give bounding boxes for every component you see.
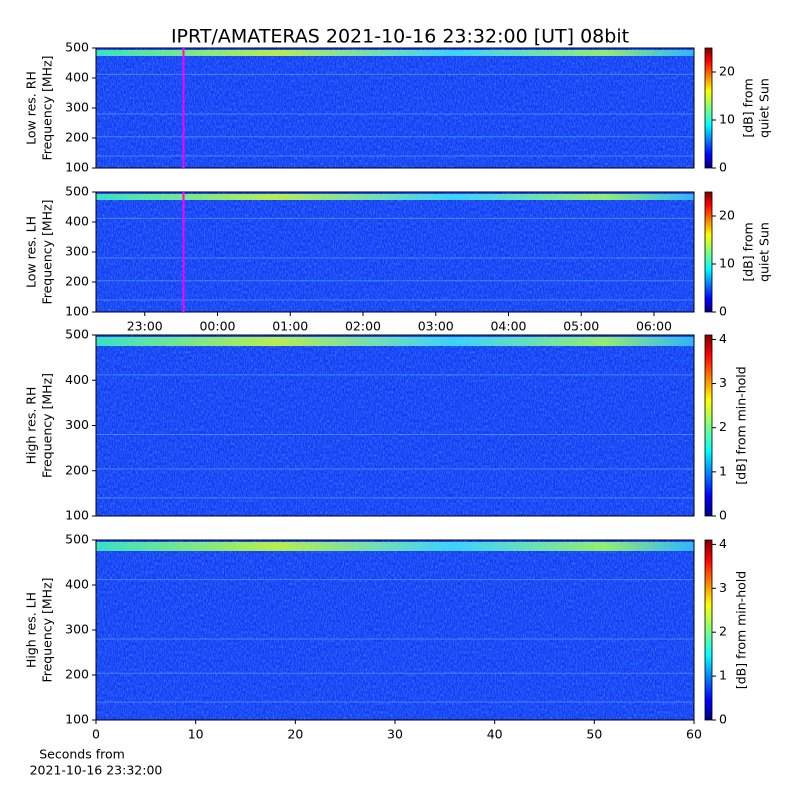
x-axis-label: 2021-10-16 23:32:00: [30, 763, 163, 778]
y-axis-label: Low res. LH: [24, 216, 39, 288]
x-tick-label: 40: [487, 727, 503, 742]
colorbar: [704, 47, 713, 169]
colorbar-tick-label: 0: [719, 712, 727, 727]
y-tick-label: 200: [65, 130, 89, 145]
y-tick-label: 200: [65, 667, 89, 682]
y-tick-label: 400: [65, 214, 89, 229]
x-tick-label: 10: [188, 727, 204, 742]
spectrogram-noise: [96, 335, 694, 516]
x-axis-label: Seconds from: [39, 747, 125, 762]
y-tick-label: 500: [65, 184, 89, 199]
x-tick-label: 02:00: [345, 319, 381, 334]
y-axis-label: Frequency [MHz]: [40, 373, 55, 478]
colorbar-label: quiet Sun: [757, 222, 772, 282]
y-tick-label: 200: [65, 462, 89, 477]
y-axis-label: High res. LH: [24, 592, 39, 668]
y-tick-label: 300: [65, 417, 89, 432]
y-tick-label: 100: [65, 508, 89, 523]
colorbar-tick-label: 1: [719, 463, 727, 478]
x-tick-label: 06:00: [636, 319, 672, 334]
y-tick-label: 300: [65, 244, 89, 259]
colorbar-label: [dB] from: [741, 78, 756, 137]
colorbar-tick-label: 10: [719, 256, 735, 271]
colorbar-tick-label: 2: [719, 419, 727, 434]
colorbar: [704, 539, 713, 721]
spectrogram-band: [96, 337, 694, 347]
x-tick-label: 23:00: [127, 319, 163, 334]
x-tick-label: 04:00: [490, 319, 526, 334]
colorbar-label: quiet Sun: [757, 78, 772, 138]
colorbar-label: [dB] from min-hold: [734, 366, 749, 484]
y-tick-label: 200: [65, 274, 89, 289]
colorbar-tick-label: 10: [719, 112, 735, 127]
colorbar-tick-label: 2: [719, 624, 727, 639]
y-tick-label: 300: [65, 100, 89, 115]
y-axis-label: Low res. RH: [24, 71, 39, 145]
x-tick-label: 00:00: [199, 319, 235, 334]
y-tick-label: 100: [65, 304, 89, 319]
spectrogram-band: [96, 50, 694, 56]
colorbar-tick-label: 4: [719, 331, 727, 346]
colorbar-tick-label: 3: [719, 580, 727, 595]
spectrogram-band: [96, 542, 694, 551]
y-tick-label: 400: [65, 577, 89, 592]
x-tick-label: 20: [287, 727, 303, 742]
x-tick-label: 30: [387, 727, 403, 742]
colorbar: [704, 191, 713, 313]
y-tick-label: 400: [65, 372, 89, 387]
y-tick-label: 400: [65, 70, 89, 85]
colorbar-tick-label: 4: [719, 536, 727, 551]
chart-title: IPRT/AMATERAS 2021-10-16 23:32:00 [UT] 0…: [171, 26, 629, 48]
colorbar-label: [dB] from: [741, 222, 756, 281]
y-tick-label: 500: [65, 532, 89, 547]
x-tick-label: 01:00: [272, 319, 308, 334]
y-tick-label: 100: [65, 712, 89, 727]
y-axis-label: Frequency [MHz]: [40, 199, 55, 304]
y-axis-label: High res. RH: [24, 387, 39, 465]
colorbar-tick-label: 20: [719, 64, 735, 79]
y-tick-label: 500: [65, 327, 89, 342]
x-tick-label: 50: [586, 727, 602, 742]
spectrogram-noise: [96, 48, 694, 168]
colorbar-tick-label: 3: [719, 375, 727, 390]
y-tick-label: 100: [65, 160, 89, 175]
x-tick-label: 05:00: [563, 319, 599, 334]
colorbar-label: [dB] from min-hold: [734, 571, 749, 689]
x-tick-label: 0: [92, 727, 100, 742]
y-axis-label: Frequency [MHz]: [40, 55, 55, 160]
spectrogram-band: [96, 194, 694, 200]
y-axis-label: Frequency [MHz]: [40, 577, 55, 682]
colorbar-tick-label: 0: [719, 508, 727, 523]
spectrogram-noise: [96, 540, 694, 720]
y-tick-label: 500: [65, 40, 89, 55]
colorbar: [704, 334, 713, 517]
colorbar-tick-label: 20: [719, 208, 735, 223]
spectrogram-noise: [96, 192, 694, 312]
x-tick-label: 03:00: [418, 319, 454, 334]
colorbar-tick-label: 0: [719, 304, 727, 319]
colorbar-tick-label: 1: [719, 668, 727, 683]
x-tick-label: 60: [686, 727, 702, 742]
colorbar-tick-label: 0: [719, 160, 727, 175]
y-tick-label: 300: [65, 622, 89, 637]
